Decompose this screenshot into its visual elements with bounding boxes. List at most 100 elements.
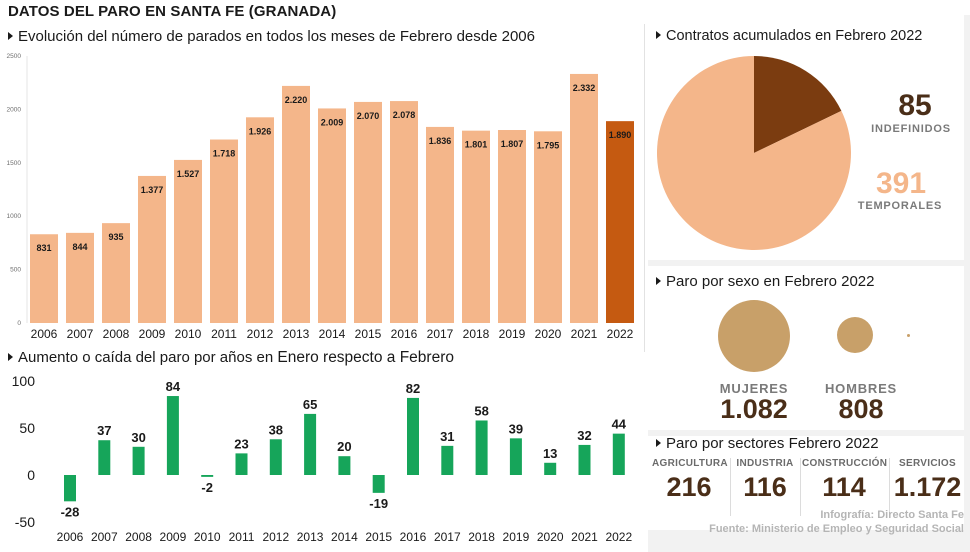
pie-slice	[657, 56, 851, 250]
bar-value-label: 31	[440, 429, 454, 444]
sector-servicios: SERVICIOS 1.172	[891, 458, 964, 503]
bar	[354, 101, 382, 323]
bar	[246, 117, 274, 324]
bar-value-label: 844	[72, 242, 87, 252]
x-tick-label: 2016	[400, 530, 427, 544]
x-tick-label: 2013	[283, 327, 310, 341]
temporales-value: 391	[875, 167, 927, 200]
bar	[509, 438, 522, 475]
bar-value-label: 1.926	[249, 126, 272, 136]
sector-divider	[730, 458, 731, 516]
bar-value-label: 1.795	[537, 140, 560, 150]
bar	[66, 232, 94, 323]
bar-value-label: 23	[234, 436, 248, 451]
x-tick-label: 2011	[229, 530, 255, 544]
bar-value-label: 58	[474, 403, 488, 418]
x-tick-label: 2017	[434, 530, 461, 544]
x-tick-label: 2021	[571, 530, 598, 544]
x-tick-label: 2021	[571, 327, 598, 341]
sector-label: AGRICULTURA	[652, 458, 728, 469]
bar-value-label: 38	[269, 422, 283, 437]
x-tick-label: 2006	[31, 327, 58, 341]
bar	[544, 462, 557, 475]
parados-panel: Evolución del número de parados en todos…	[2, 24, 645, 352]
x-tick-label: 2020	[535, 327, 562, 341]
sector-label: INDUSTRIA	[736, 458, 794, 469]
sectores-panel: Paro por sectores Febrero 2022 AGRICULTU…	[648, 435, 964, 530]
bar	[390, 101, 418, 323]
bar	[30, 234, 58, 323]
bar-value-label: -2	[201, 480, 213, 495]
contratos-title: Contratos acumulados en Febrero 2022	[656, 28, 922, 44]
sector-value: 114	[822, 472, 866, 502]
variacion-chart-title: Aumento o caída del paro por años en Ene…	[8, 349, 454, 367]
bar-value-label: 1.801	[465, 140, 488, 150]
sector-industria: INDUSTRIA 116	[732, 458, 798, 503]
bar	[578, 444, 591, 475]
bar-value-label: -28	[61, 504, 80, 519]
x-tick-label: 2017	[427, 327, 454, 341]
bar	[426, 126, 454, 324]
sector-construccion: CONSTRUCCIÓN 114	[802, 458, 888, 503]
x-tick-label: 2012	[262, 530, 289, 544]
bar-value-label: 2.220	[285, 95, 308, 105]
bar-value-label: 2.332	[573, 83, 596, 93]
bar	[102, 223, 130, 323]
x-tick-label: 2012	[247, 327, 274, 341]
x-tick-label: 2009	[139, 327, 166, 341]
triangle-bullet-icon	[8, 32, 13, 40]
bar-value-label: 2.078	[393, 110, 416, 120]
x-tick-label: 2007	[91, 530, 118, 544]
sector-divider	[800, 458, 801, 516]
y-tick-label: 100	[12, 373, 36, 389]
sectores-title: Paro por sectores Febrero 2022	[656, 435, 879, 452]
x-tick-label: 2014	[331, 530, 358, 544]
hombres-value: 808	[838, 394, 884, 424]
indefinidos-label: INDEFINIDOS	[871, 123, 951, 135]
x-tick-label: 2022	[607, 327, 634, 341]
x-tick-label: 2007	[67, 327, 94, 341]
bar	[570, 73, 598, 323]
bar-value-label: 2.009	[321, 117, 344, 127]
bar	[441, 445, 454, 475]
temporales-label: TEMPORALES	[857, 200, 943, 212]
y-tick-label: -50	[15, 514, 35, 530]
bar	[498, 130, 526, 323]
x-tick-label: 2006	[57, 530, 84, 544]
bar	[98, 440, 111, 475]
bar-value-label: 65	[303, 397, 317, 412]
bar-value-label: 1.718	[213, 149, 236, 159]
triangle-bullet-icon	[656, 439, 661, 447]
small-dot	[907, 334, 910, 337]
x-tick-label: 2019	[499, 327, 526, 341]
y-tick-label: 2000	[7, 106, 22, 113]
pie-slice	[754, 56, 842, 153]
bar	[534, 131, 562, 323]
x-tick-label: 2014	[319, 327, 346, 341]
bar	[138, 175, 166, 323]
bar	[235, 453, 248, 475]
x-tick-label: 2015	[365, 530, 392, 544]
bar	[612, 433, 625, 475]
main-title: DATOS DEL PARO EN SANTA FE (GRANADA)	[8, 3, 337, 20]
bar	[64, 475, 76, 502]
x-tick-label: 2019	[503, 530, 530, 544]
sector-label: CONSTRUCCIÓN	[802, 458, 888, 469]
variacion-bar-chart: -50 0 50 100 -28 2006 37 2007 30 2008 84 2009 -2 2010…	[12, 373, 633, 544]
x-tick-label: 2008	[125, 530, 152, 544]
bar-value-label: 1.890	[609, 130, 632, 140]
x-tick-label: 2008	[103, 327, 130, 341]
bar-value-label: 30	[131, 430, 145, 445]
x-tick-label: 2016	[391, 327, 418, 341]
bar-value-label: 1.807	[501, 139, 524, 149]
bar-value-label: -19	[369, 496, 388, 511]
triangle-bullet-icon	[656, 277, 661, 285]
bar	[338, 456, 351, 475]
right-column: Contratos acumulados en Febrero 2022 85 …	[648, 15, 970, 552]
sexo-panel: Paro por sexo en Febrero 2022 MUJERES HO…	[648, 266, 964, 430]
bar	[201, 475, 214, 477]
sector-value: 116	[743, 472, 787, 502]
bar	[475, 420, 488, 475]
bar	[166, 396, 179, 475]
indefinidos-value: 85	[898, 89, 932, 122]
